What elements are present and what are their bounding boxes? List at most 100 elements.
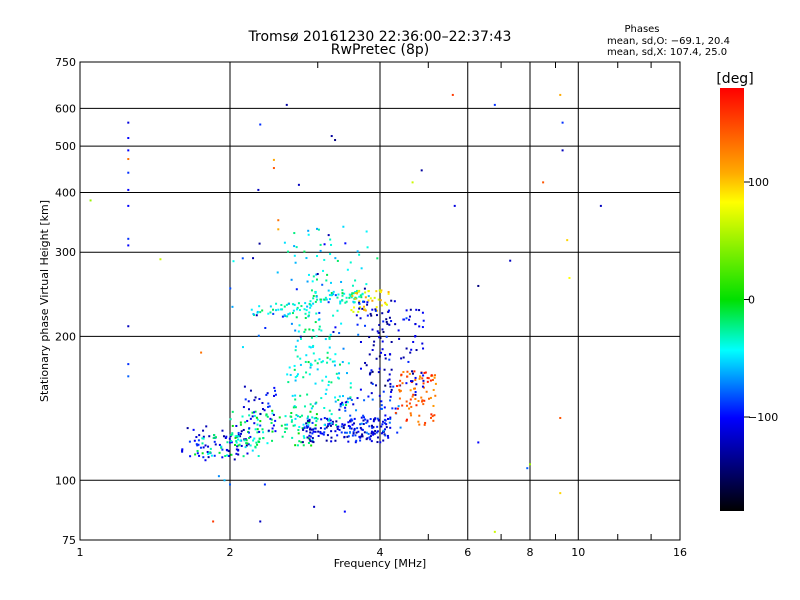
data-point — [396, 431, 399, 434]
data-point — [127, 375, 130, 378]
data-point — [414, 397, 417, 400]
data-point — [349, 396, 352, 399]
data-point — [204, 459, 207, 462]
data-point — [359, 306, 362, 309]
data-point — [235, 441, 238, 444]
data-point — [352, 432, 355, 435]
data-point — [425, 390, 428, 393]
data-point — [369, 312, 372, 315]
data-point — [307, 273, 310, 276]
data-point — [330, 440, 333, 443]
data-point — [266, 392, 269, 395]
data-point — [299, 415, 302, 418]
data-point — [319, 431, 322, 434]
data-point — [374, 417, 377, 420]
data-point — [192, 428, 195, 431]
data-point — [231, 433, 234, 436]
data-point — [336, 434, 339, 437]
data-point — [386, 417, 389, 420]
data-point — [363, 287, 366, 290]
x-tick-label: 10 — [571, 546, 585, 559]
data-point — [365, 421, 368, 424]
data-point — [328, 422, 331, 425]
data-point — [414, 323, 417, 326]
data-point — [361, 293, 364, 296]
data-point — [358, 301, 361, 304]
data-point — [330, 243, 333, 246]
data-point — [340, 425, 343, 428]
data-point — [365, 364, 368, 367]
data-point — [276, 271, 279, 274]
data-point — [309, 346, 312, 349]
data-point — [312, 275, 315, 278]
data-point — [509, 259, 512, 262]
data-point — [197, 439, 200, 442]
data-point — [305, 422, 308, 425]
data-point — [290, 278, 293, 281]
data-point — [283, 241, 286, 244]
data-point — [197, 443, 200, 446]
phases-o-stats: mean, sd,O: −69.1, 20.4 — [607, 36, 730, 47]
data-point — [297, 302, 300, 305]
data-point — [301, 427, 304, 430]
data-point — [349, 294, 352, 297]
data-point — [358, 302, 361, 305]
data-point — [342, 403, 345, 406]
data-point — [402, 356, 405, 359]
data-point — [411, 370, 414, 373]
data-point — [159, 258, 162, 261]
data-point — [303, 330, 306, 333]
data-point — [294, 376, 297, 379]
data-point — [493, 103, 496, 106]
data-point — [367, 295, 370, 298]
data-point — [362, 419, 365, 422]
data-point — [290, 420, 293, 423]
data-point — [202, 446, 205, 449]
data-point — [432, 388, 435, 391]
data-point — [344, 401, 347, 404]
data-point — [326, 417, 329, 420]
data-point — [325, 439, 328, 442]
data-point — [272, 158, 275, 161]
data-point — [307, 442, 310, 445]
data-point — [281, 435, 284, 438]
data-point — [371, 424, 374, 427]
data-point — [283, 314, 286, 317]
data-point — [405, 317, 408, 320]
data-point — [217, 475, 220, 478]
data-point — [380, 400, 383, 403]
data-point — [336, 296, 339, 299]
data-point — [275, 302, 278, 305]
data-point — [305, 430, 308, 433]
data-point — [373, 296, 376, 299]
data-point — [380, 404, 383, 407]
data-point — [359, 317, 362, 320]
data-point — [273, 394, 276, 397]
data-point — [326, 351, 329, 354]
data-point — [291, 394, 294, 397]
data-point — [280, 304, 283, 307]
data-point — [422, 374, 425, 377]
data-point — [451, 93, 454, 96]
data-point — [309, 366, 312, 369]
data-point — [367, 299, 370, 302]
data-point — [294, 345, 297, 348]
data-point — [345, 404, 348, 407]
data-point — [233, 458, 236, 461]
data-point — [213, 440, 216, 443]
data-point — [384, 434, 387, 437]
data-point — [387, 291, 390, 294]
data-point — [390, 388, 393, 391]
data-point — [405, 418, 408, 421]
data-point — [127, 204, 130, 207]
colorbar-scale — [720, 88, 744, 511]
data-point — [290, 322, 293, 325]
data-point — [345, 431, 348, 434]
data-point — [353, 417, 356, 420]
data-point — [415, 308, 418, 311]
data-point — [288, 312, 291, 315]
data-point — [493, 530, 496, 533]
data-point — [432, 404, 435, 407]
data-point — [372, 432, 375, 435]
data-point — [383, 428, 386, 431]
